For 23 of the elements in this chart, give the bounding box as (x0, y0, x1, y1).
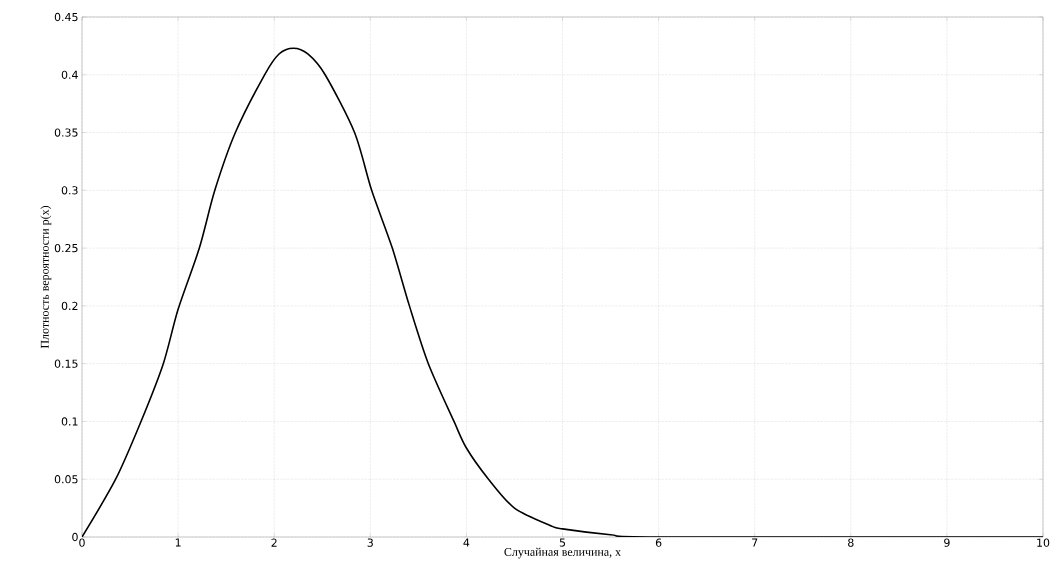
x-axis-title: Случайная величина, x (504, 547, 621, 559)
y-tick-label: 0.15 (54, 359, 78, 368)
x-tick-label: 2 (271, 538, 277, 547)
y-tick-label: 0.35 (54, 128, 78, 137)
x-tick-label: 1 (175, 538, 181, 547)
line-series (82, 47, 1044, 537)
x-tick-label: 7 (752, 538, 758, 547)
y-axis-title: Плотность вероятности p(x) (40, 205, 52, 349)
y-tick-label: 0.05 (54, 475, 78, 484)
x-tick-label: 6 (655, 538, 662, 547)
x-tick-label: 3 (367, 538, 373, 547)
y-tick-label: 0.45 (54, 12, 78, 22)
y-tick-label: 0.1 (61, 417, 78, 426)
x-tick-label: 0 (79, 538, 85, 547)
y-tick-label: 0.25 (54, 243, 78, 253)
x-tick-label: 5 (559, 538, 566, 547)
y-tick-label: 0.2 (61, 301, 78, 311)
y-tick-label: 0.3 (61, 186, 78, 195)
x-tick-label: 8 (848, 538, 854, 547)
x-tick-label: 9 (944, 538, 950, 547)
y-tick-label: 0.4 (61, 70, 78, 79)
x-tick-label: 4 (463, 538, 470, 547)
x-tick-label: 10 (1037, 538, 1050, 547)
